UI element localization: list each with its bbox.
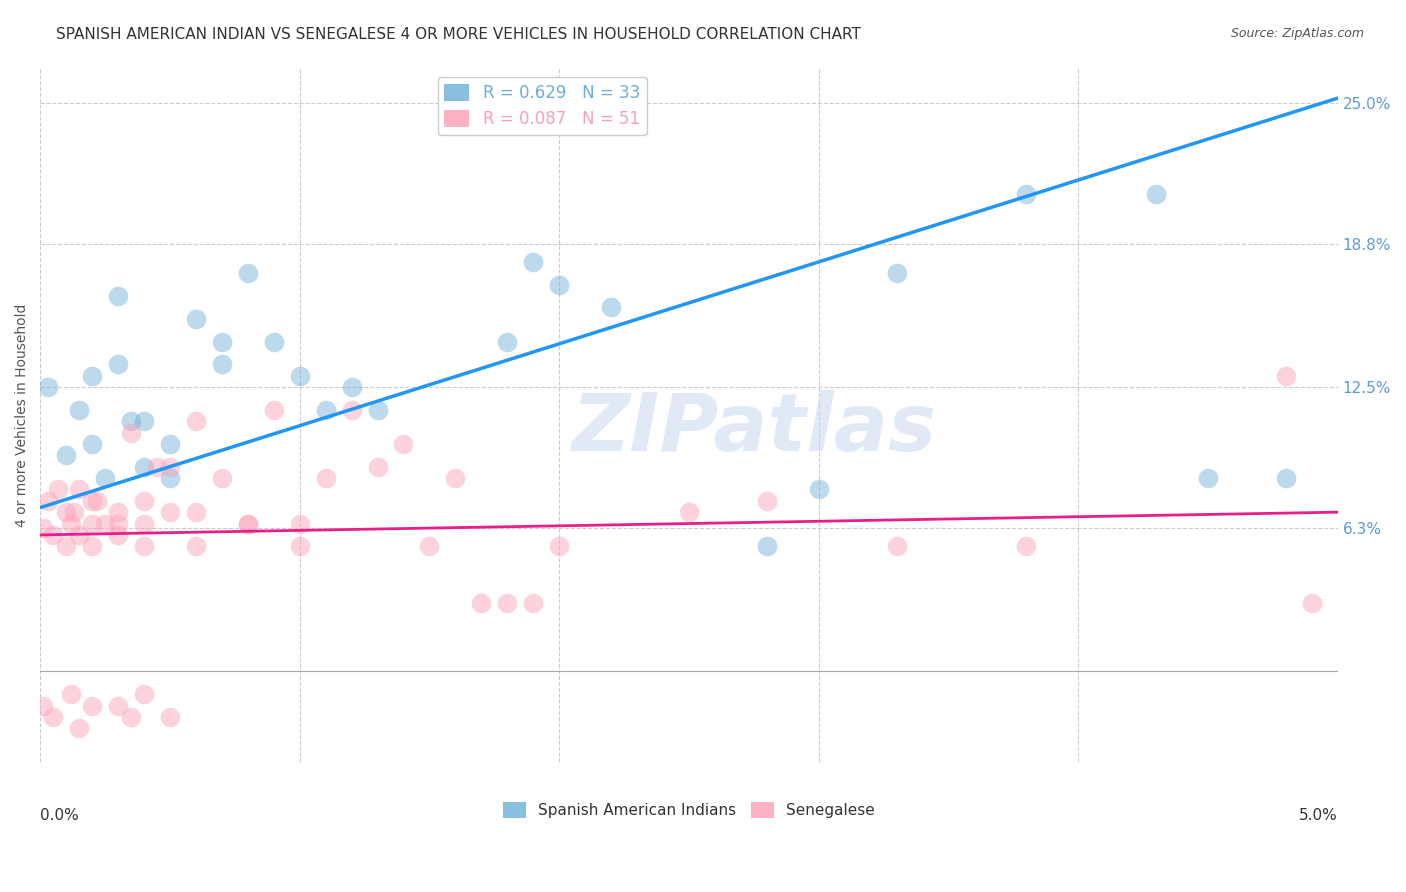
Point bbox=[288, 539, 311, 553]
Legend: Spanish American Indians, Senegalese: Spanish American Indians, Senegalese bbox=[496, 796, 882, 824]
Point bbox=[37, 380, 59, 394]
Point bbox=[1275, 471, 1298, 485]
Point bbox=[886, 539, 908, 553]
Point bbox=[1015, 186, 1038, 201]
Point bbox=[548, 539, 571, 553]
Point bbox=[94, 471, 117, 485]
Point bbox=[80, 516, 103, 531]
Point bbox=[211, 357, 233, 371]
Text: ZIPatlas: ZIPatlas bbox=[571, 391, 936, 468]
Point bbox=[340, 402, 363, 417]
Point bbox=[37, 493, 59, 508]
Point bbox=[55, 505, 77, 519]
Point bbox=[159, 437, 181, 451]
Point bbox=[886, 266, 908, 280]
Point bbox=[496, 334, 519, 349]
Point bbox=[55, 448, 77, 462]
Point bbox=[184, 505, 207, 519]
Point bbox=[67, 528, 90, 542]
Point bbox=[1275, 368, 1298, 383]
Point bbox=[80, 493, 103, 508]
Point bbox=[107, 505, 129, 519]
Point bbox=[132, 516, 155, 531]
Point bbox=[211, 471, 233, 485]
Point bbox=[366, 459, 388, 474]
Point bbox=[366, 402, 388, 417]
Point bbox=[236, 516, 259, 531]
Point bbox=[42, 528, 65, 542]
Point bbox=[63, 505, 86, 519]
Point bbox=[522, 596, 544, 610]
Point bbox=[600, 301, 623, 315]
Point bbox=[55, 539, 77, 553]
Point bbox=[755, 539, 778, 553]
Point bbox=[94, 516, 117, 531]
Point bbox=[107, 357, 129, 371]
Point bbox=[31, 698, 53, 713]
Point bbox=[80, 437, 103, 451]
Point bbox=[80, 368, 103, 383]
Point bbox=[418, 539, 440, 553]
Point bbox=[184, 311, 207, 326]
Point bbox=[80, 539, 103, 553]
Point bbox=[1301, 596, 1323, 610]
Point bbox=[470, 596, 492, 610]
Point bbox=[159, 710, 181, 724]
Point bbox=[46, 483, 69, 497]
Point bbox=[496, 596, 519, 610]
Point bbox=[107, 528, 129, 542]
Point bbox=[42, 710, 65, 724]
Point bbox=[236, 516, 259, 531]
Point bbox=[107, 698, 129, 713]
Point bbox=[60, 516, 83, 531]
Text: SPANISH AMERICAN INDIAN VS SENEGALESE 4 OR MORE VEHICLES IN HOUSEHOLD CORRELATIO: SPANISH AMERICAN INDIAN VS SENEGALESE 4 … bbox=[56, 27, 860, 42]
Point bbox=[288, 368, 311, 383]
Point bbox=[60, 687, 83, 701]
Point bbox=[132, 414, 155, 428]
Point bbox=[184, 414, 207, 428]
Point bbox=[315, 471, 337, 485]
Point bbox=[132, 493, 155, 508]
Point bbox=[444, 471, 467, 485]
Point bbox=[340, 380, 363, 394]
Point bbox=[548, 277, 571, 292]
Point bbox=[1015, 539, 1038, 553]
Point bbox=[315, 402, 337, 417]
Point bbox=[263, 402, 285, 417]
Point bbox=[159, 471, 181, 485]
Point bbox=[120, 414, 142, 428]
Point bbox=[67, 721, 90, 735]
Point bbox=[807, 483, 830, 497]
Point bbox=[31, 521, 53, 535]
Point bbox=[159, 505, 181, 519]
Point bbox=[678, 505, 700, 519]
Point bbox=[86, 493, 108, 508]
Point bbox=[236, 266, 259, 280]
Point bbox=[263, 334, 285, 349]
Point bbox=[132, 539, 155, 553]
Point bbox=[120, 710, 142, 724]
Point bbox=[67, 483, 90, 497]
Point bbox=[146, 459, 169, 474]
Point bbox=[132, 687, 155, 701]
Text: 5.0%: 5.0% bbox=[1299, 807, 1337, 822]
Point bbox=[132, 459, 155, 474]
Y-axis label: 4 or more Vehicles in Household: 4 or more Vehicles in Household bbox=[15, 304, 30, 527]
Text: Source: ZipAtlas.com: Source: ZipAtlas.com bbox=[1230, 27, 1364, 40]
Point bbox=[120, 425, 142, 440]
Text: 0.0%: 0.0% bbox=[41, 807, 79, 822]
Point bbox=[1197, 471, 1219, 485]
Point bbox=[755, 493, 778, 508]
Point bbox=[67, 402, 90, 417]
Point bbox=[522, 255, 544, 269]
Point bbox=[107, 289, 129, 303]
Point bbox=[211, 334, 233, 349]
Point bbox=[184, 539, 207, 553]
Point bbox=[159, 459, 181, 474]
Point bbox=[107, 516, 129, 531]
Point bbox=[80, 698, 103, 713]
Point bbox=[392, 437, 415, 451]
Point bbox=[1144, 186, 1167, 201]
Point bbox=[288, 516, 311, 531]
